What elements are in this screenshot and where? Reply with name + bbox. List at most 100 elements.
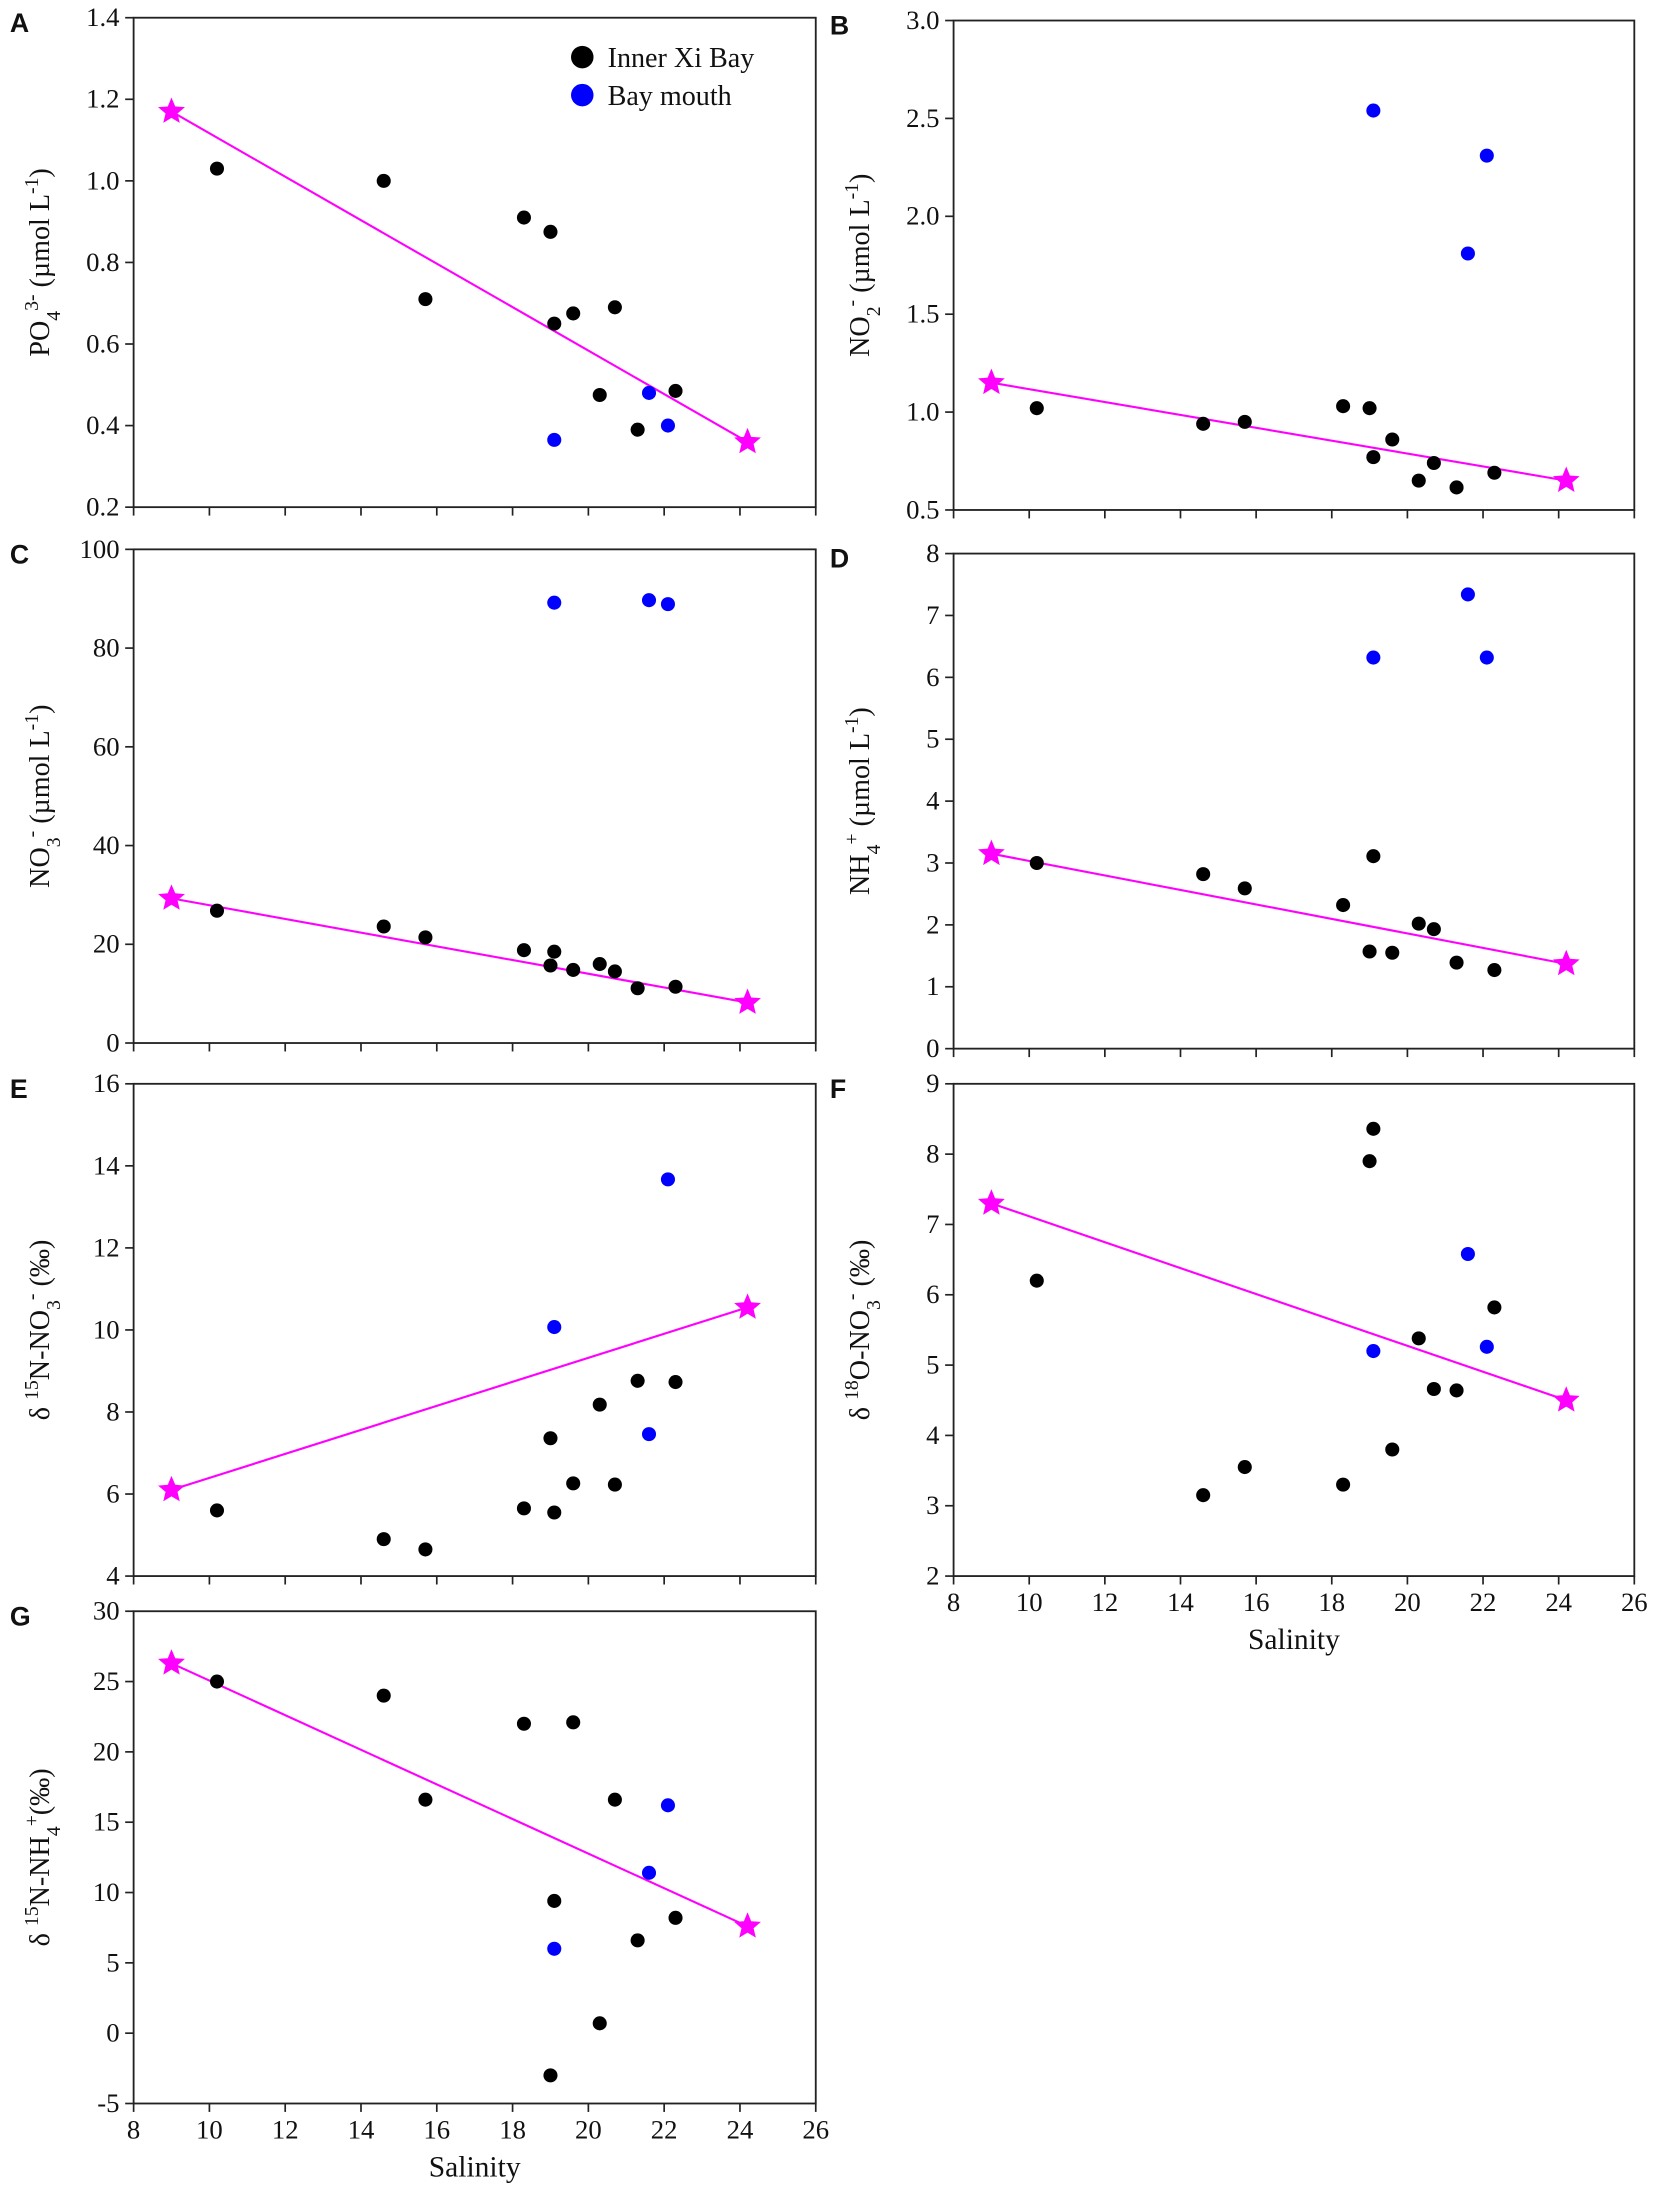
panel-letter: E [10,1074,28,1104]
y-label-part: 15 [21,1380,43,1400]
inner-xi-bay-point [1385,945,1400,960]
y-label-part: - [21,1294,43,1301]
x-tick-label: 10 [196,2115,223,2145]
y-tick-label: 20 [93,929,120,959]
y-tick-label: 1.0 [906,397,939,427]
inner-xi-bay-point [1366,450,1381,465]
inner-xi-bay-point [566,1715,581,1730]
inner-xi-bay-point [592,2016,607,2031]
y-label-part: 18 [841,1380,863,1400]
y-label-part: - [841,1294,863,1301]
plot-frame [132,1610,817,2105]
x-tick-label: 26 [1621,1587,1648,1617]
inner-xi-bay-point [1426,455,1441,471]
endmember-star [978,1189,1005,1215]
inner-xi-bay-point [1366,1121,1381,1136]
y-tick-label: 6 [926,662,939,692]
y-tick-label: 3.0 [906,5,939,35]
y-tick-label: 8 [926,1139,939,1169]
mixing-line [170,110,749,443]
inner-xi-bay-point [418,292,433,307]
y-axis-label: δ 15N-NO3- (‰) [21,1240,65,1421]
x-tick-label: 24 [727,2115,754,2145]
y-tick-label: 0.6 [86,328,119,358]
y-label-part: 4 [43,311,65,321]
y-tick-label: 3 [926,847,939,877]
y-tick-label: -5 [97,2088,119,2118]
panel-c: C 0 20 40 60 80 100 NO3- (µmol L-1) [10,534,817,1057]
inner-xi-bay-point [1362,401,1377,416]
y-tick-label: 40 [93,830,120,860]
y-label-part: ) [845,174,876,183]
y-tick-label: 1.5 [906,299,939,329]
legend-marker [571,45,594,69]
bay-mouth-point [547,432,562,447]
endmember-star [1552,949,1580,976]
inner-xi-bay-point [516,943,531,958]
bay-mouth-point [547,595,562,610]
bay-mouth-point [660,597,675,612]
inner-xi-bay-point [1411,473,1426,488]
inner-xi-bay-point [607,1477,622,1492]
inner-xi-bay-point [1029,855,1044,871]
y-tick-label: 7 [926,1209,939,1239]
mixing-line [171,1662,748,1928]
y-label-part: -1 [841,183,863,199]
endmember-star [734,988,761,1014]
x-tick-label: 12 [1091,1587,1118,1617]
y-tick-label: 5 [926,1350,939,1380]
endmember-star [158,1649,185,1675]
panel-letter: A [10,8,29,38]
inner-xi-bay-point [547,1505,562,1520]
inner-xi-bay-point [1362,1154,1377,1169]
bay-mouth-point [1366,103,1381,118]
bay-mouth-point [1479,148,1494,163]
inner-xi-bay-point [630,1933,645,1948]
endmember-star [1552,1386,1580,1412]
mixing-line [991,1202,1567,1402]
bay-mouth-point [547,1941,562,1956]
bay-mouth-point [1366,650,1381,665]
inner-xi-bay-point [516,210,531,225]
inner-xi-bay-point [668,979,683,994]
inner-xi-bay-point [547,944,562,959]
inner-xi-bay-point [1449,955,1464,970]
y-label-part: ) [845,707,876,716]
x-tick-label: 16 [423,2115,450,2145]
bay-mouth-point [641,385,657,400]
inner-xi-bay-point [516,1501,531,1516]
legend-label: Inner Xi Bay [608,43,755,74]
inner-xi-bay-point [1411,1331,1426,1346]
plot-frame [132,548,817,1044]
y-axis-label: NH4+ (µmol L-1) [841,707,885,895]
inner-xi-bay-point [1029,1273,1044,1288]
inner-xi-bay-point [543,2068,558,2083]
y-tick-label: 8 [106,1396,119,1426]
inner-xi-bay-point [547,1893,562,1908]
y-tick-label: 5 [106,1947,119,1977]
y-label-part: (µmol L [845,199,876,300]
endmember-star [1552,466,1580,492]
plot-frame [952,552,1636,1050]
panel-a: A 0.2 0.4 0.6 0.8 1.0 1.2 1.4 PO43- (µmol L-1) In… [10,2,817,522]
x-tick-label: 18 [1318,1587,1345,1617]
legend-marker [571,83,594,107]
panel-letter: G [10,1601,31,1631]
x-tick-label: 18 [499,2115,526,2145]
y-label-part: 3 [863,1300,885,1310]
y-tick-label: 10 [93,1314,120,1344]
inner-xi-bay-point [668,1375,683,1390]
y-label-part: (µmol L [25,194,56,295]
y-label-part: 15 [21,1906,43,1926]
inner-xi-bay-point [543,958,558,973]
inner-xi-bay-point [209,903,225,918]
y-label-part: (‰) [845,1240,876,1294]
endmember-star [158,97,185,123]
panel-e: E 4 6 8 10 12 14 16 δ 15N-NO3- (‰) [10,1068,817,1591]
y-label-part: NH [845,854,876,895]
inner-xi-bay-point [209,1503,225,1518]
inner-xi-bay-point [1449,1383,1464,1398]
inner-xi-bay-point [668,383,683,398]
endmember-star [734,1912,761,1938]
y-axis-label: NO2- (µmol L-1) [841,174,885,357]
